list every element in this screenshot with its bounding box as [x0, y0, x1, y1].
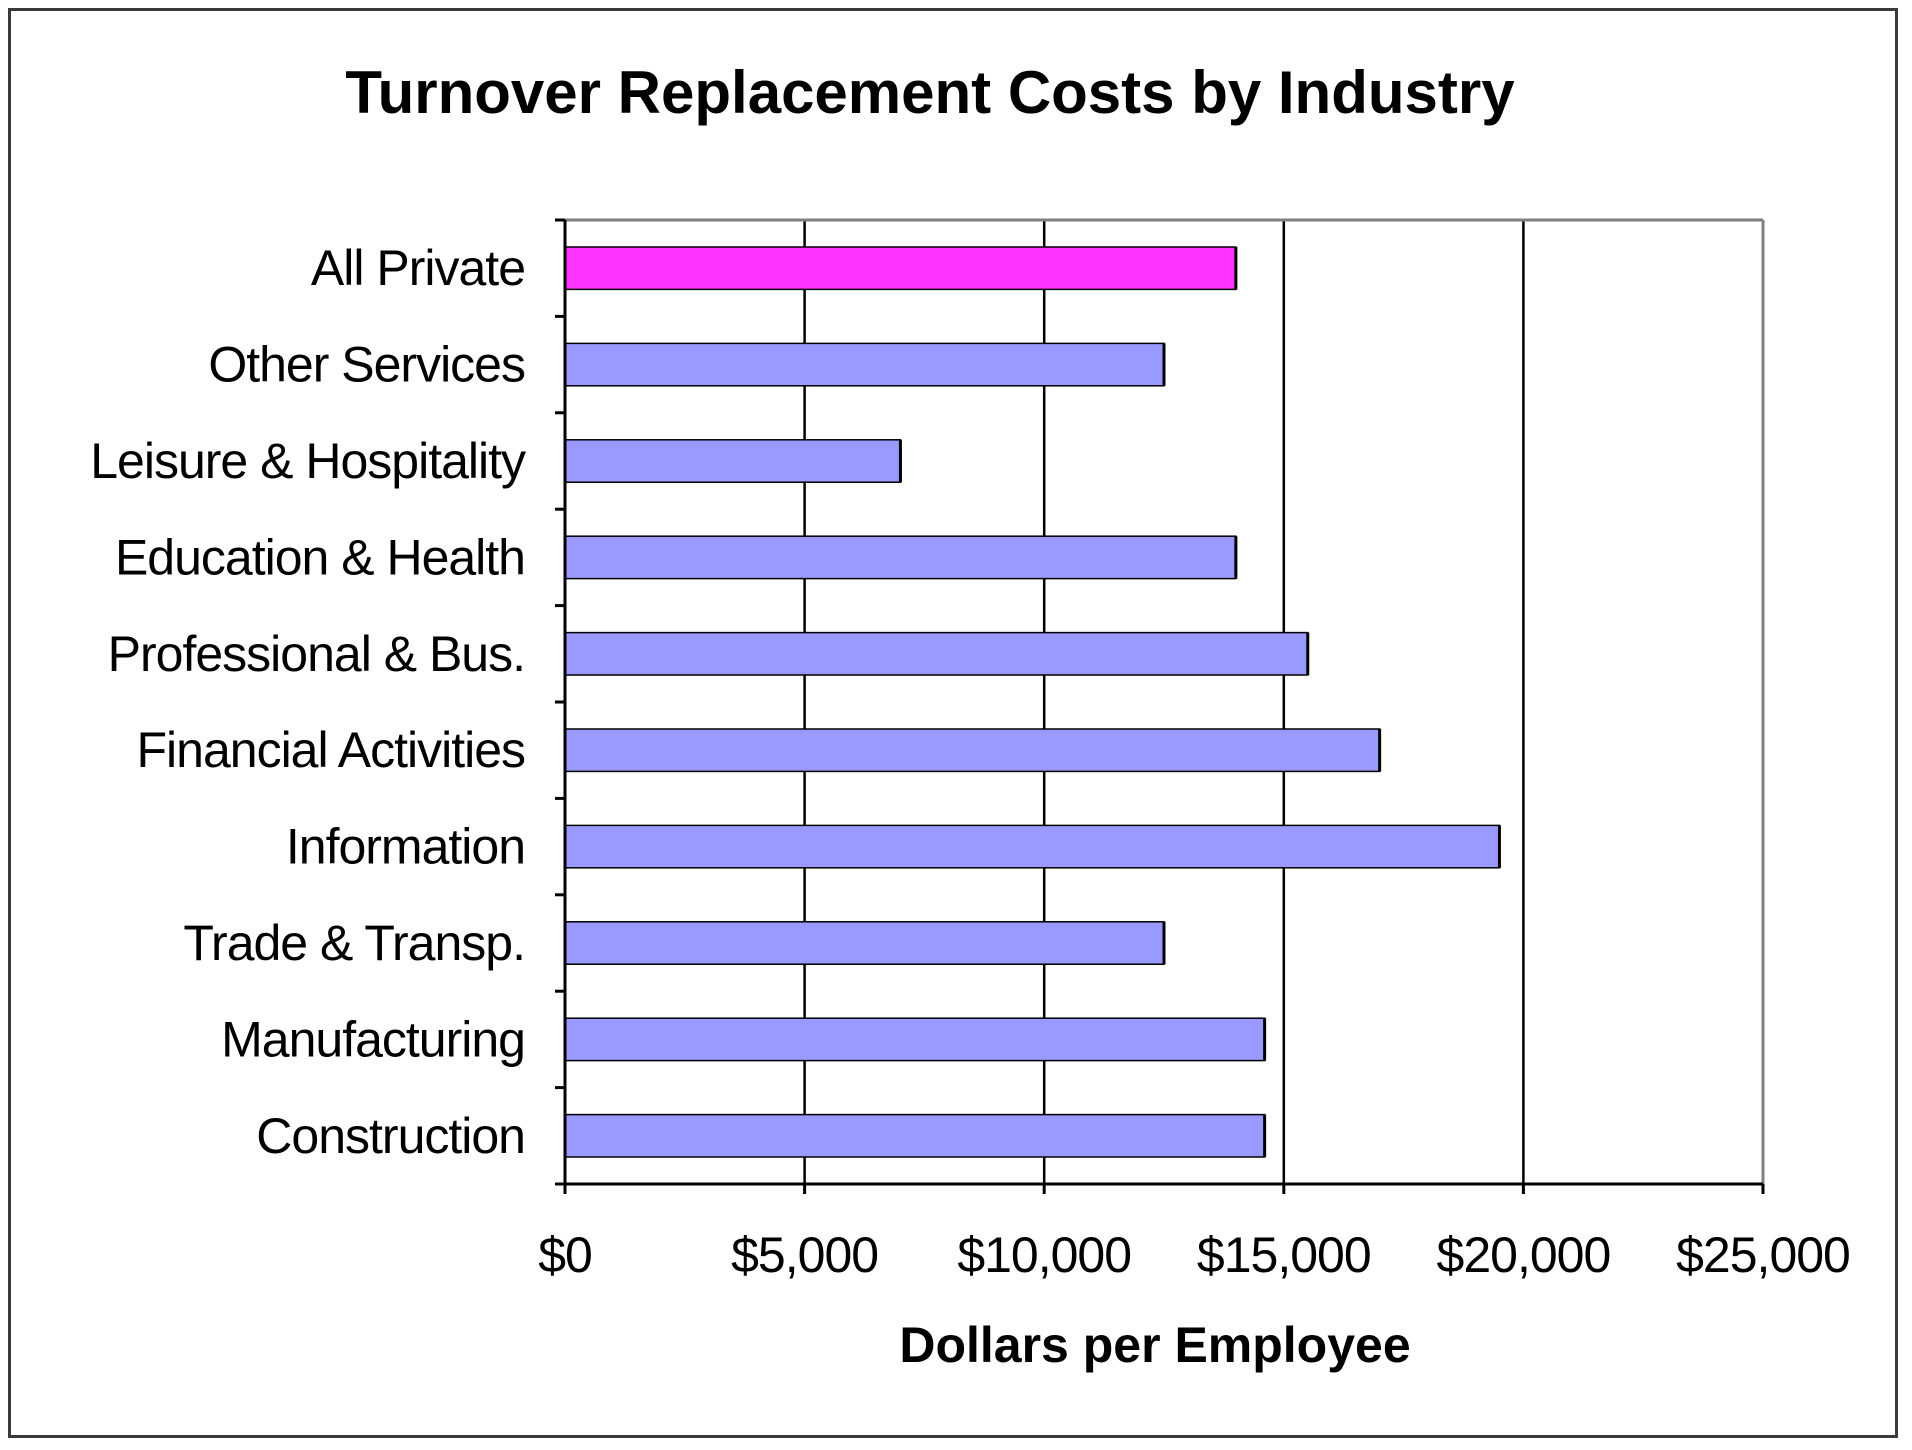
chart-title: Turnover Replacement Costs by Industry [345, 59, 1515, 126]
category-label: Financial Activities [137, 722, 526, 778]
category-label: Construction [256, 1108, 525, 1164]
axes [555, 218, 1765, 1194]
category-label: Leisure & Hospitality [90, 433, 526, 489]
x-tick-label: $0 [538, 1227, 592, 1283]
x-tick-label: $10,000 [957, 1227, 1131, 1283]
x-tick-label: $5,000 [731, 1227, 878, 1283]
bars [564, 246, 1501, 1158]
bar-manufacturing [564, 1017, 1266, 1062]
x-tick-label: $15,000 [1197, 1227, 1371, 1283]
category-label: Trade & Transp. [183, 915, 525, 971]
category-label: Education & Health [115, 529, 525, 585]
bar-leisure-hospitality [564, 439, 902, 483]
category-label: Professional & Bus. [108, 626, 525, 682]
category-label: All Private [311, 240, 525, 296]
x-tick-label: $25,000 [1676, 1227, 1850, 1283]
bar-construction [564, 1113, 1266, 1158]
x-axis-title: Dollars per Employee [899, 1317, 1410, 1373]
bar-financial-activities [564, 728, 1381, 773]
category-labels: All Private Other Services Leisure & Hospi… [90, 240, 527, 1164]
bar-information [564, 824, 1501, 869]
bar-all-private [564, 246, 1237, 291]
bar-professional-bus [564, 631, 1309, 676]
bar-other-services [564, 342, 1165, 387]
category-label: Other Services [208, 337, 525, 393]
category-label: Information [286, 819, 525, 875]
x-tick-label: $20,000 [1437, 1227, 1611, 1283]
x-tick-labels: $0 $5,000 $10,000 $15,000 $20,000 $25,000 [538, 1227, 1851, 1283]
category-label: Manufacturing [221, 1011, 525, 1067]
bar-education-health [564, 535, 1237, 580]
bar-trade-transp [564, 921, 1165, 965]
